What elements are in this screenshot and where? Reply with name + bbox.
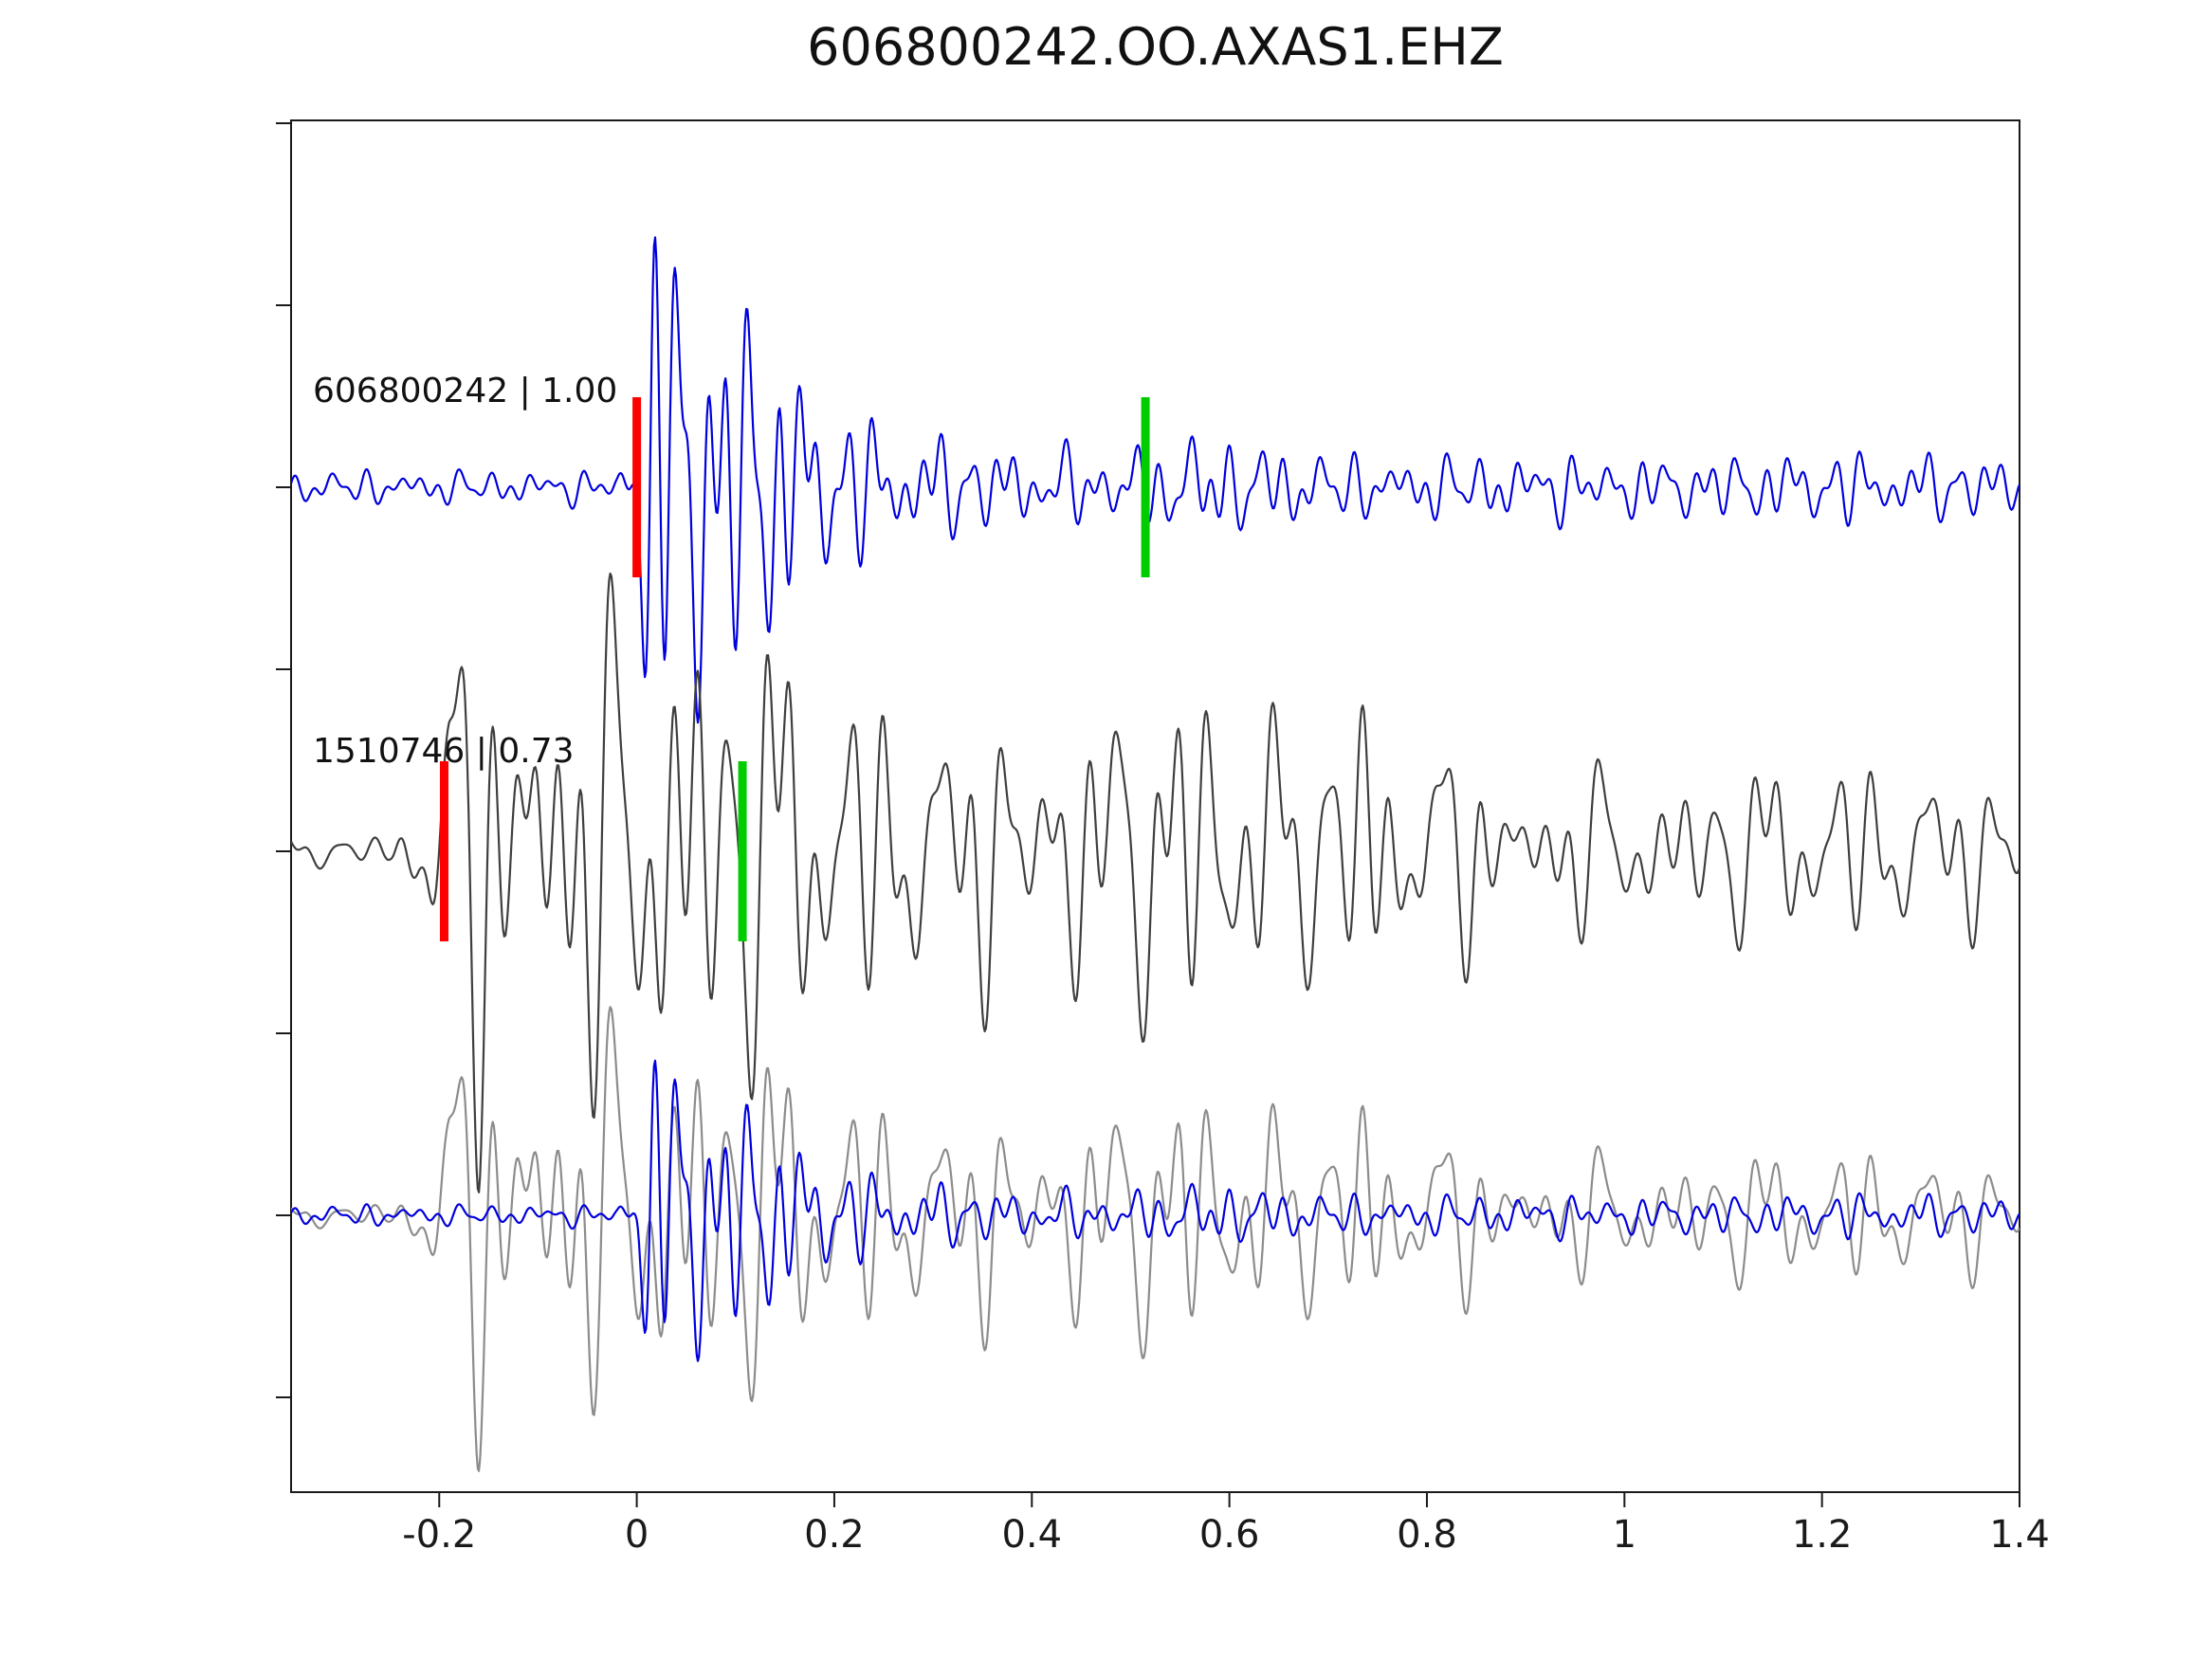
pick-markers	[439, 397, 1150, 941]
x-tick-label: 0.2	[804, 1513, 865, 1557]
x-tick-label: 1.4	[1989, 1513, 2050, 1557]
x-tick-label: 0.6	[1199, 1513, 1260, 1557]
y-axis-ticks	[276, 122, 291, 1398]
x-tick-label: 1	[1613, 1513, 1636, 1557]
trace-label-template: 606800242 | 1.00	[313, 372, 618, 410]
waveforms	[291, 236, 2020, 1472]
x-axis-ticks: -0.2 0 0.2 0.4 0.6 0.8 1 1.2 1.4	[402, 1492, 2050, 1557]
chart-title: 606800242.OO.AXAS1.EHZ	[807, 17, 1504, 77]
x-tick-label: 0.4	[1001, 1513, 1062, 1557]
waveform-overlay-detection	[291, 1006, 2020, 1472]
axes-frame	[290, 119, 2020, 1493]
waveform-606800242-template	[291, 236, 2020, 724]
x-tick-label: 0.8	[1397, 1513, 1457, 1557]
waveform-1510746-detection	[291, 572, 2020, 1194]
x-tick-label: 1.2	[1792, 1513, 1853, 1557]
waveform-overlay-template	[291, 1059, 2020, 1362]
x-tick-label: 0	[625, 1513, 649, 1557]
x-tick-label: -0.2	[402, 1513, 476, 1557]
